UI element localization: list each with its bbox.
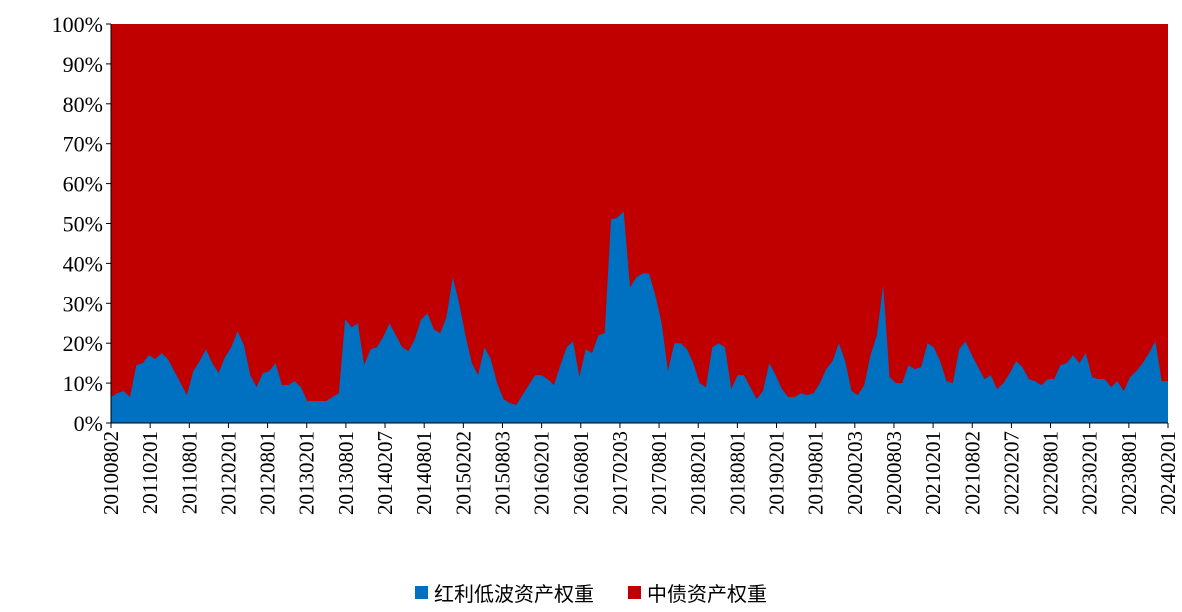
legend-label-dividend-lowvol: 红利低波资产权重: [434, 581, 594, 606]
y-tick-label: 100%: [52, 12, 103, 37]
x-tick-label: 20210201: [921, 431, 945, 515]
plot-area: [111, 24, 1168, 423]
y-tick-label: 80%: [63, 92, 103, 117]
x-tick-label: 20230801: [1117, 431, 1141, 515]
x-tick-label: 20150202: [451, 431, 475, 515]
x-tick-label: 20160201: [530, 431, 554, 515]
x-tick-label: 20170203: [608, 431, 632, 515]
legend-swatch-china-bond: [628, 585, 641, 599]
y-tick-label: 20%: [63, 331, 103, 356]
x-tick-label: 20200203: [843, 431, 867, 515]
x-tick-label: 20110801: [177, 431, 201, 514]
x-tick-label: 20170801: [647, 431, 671, 515]
x-axis: 20100802 20110201 20110801 20120201 20120801…: [99, 422, 1180, 515]
y-tick-label: 10%: [63, 371, 103, 396]
x-tick-label: 20230201: [1078, 431, 1102, 515]
x-tick-label: 20140801: [412, 431, 436, 515]
x-tick-label: 20220801: [1039, 431, 1063, 515]
x-tick-label: 20130201: [295, 431, 319, 515]
x-tick-label: 20190801: [804, 431, 828, 515]
x-tick-label: 20240201: [1156, 431, 1180, 515]
x-tick-label: 20100802: [99, 431, 123, 515]
legend-item-dividend-lowvol: 红利低波资产权重: [415, 578, 594, 607]
x-tick-label: 20140207: [373, 431, 397, 515]
x-tick-label: 20200803: [882, 431, 906, 515]
x-tick-label: 20190201: [765, 431, 789, 515]
legend-item-china-bond: 中债资产权重: [628, 578, 767, 607]
y-axis: 0% 10% 20% 30% 40% 50% 60% 70% 80% 90% 100%: [52, 12, 112, 436]
x-tick-label: 20110201: [138, 431, 162, 514]
y-tick-label: 90%: [63, 52, 103, 77]
y-tick-label: 30%: [63, 291, 103, 316]
x-tick-label: 20180201: [686, 431, 710, 515]
x-tick-label: 20120201: [216, 431, 240, 515]
x-tick-label: 20130801: [334, 431, 358, 515]
x-tick-label: 20220207: [999, 431, 1023, 515]
y-tick-label: 50%: [63, 212, 103, 237]
y-tick-label: 60%: [63, 172, 103, 197]
y-tick-label: 40%: [63, 251, 103, 276]
stacked-area-chart: 0% 10% 20% 30% 40% 50% 60% 70% 80% 90% 100% 201008…: [52, 12, 1180, 515]
area-dividend-lowvol: [111, 211, 1168, 423]
legend-swatch-dividend-lowvol: [415, 585, 428, 599]
x-tick-label: 20180801: [725, 431, 749, 515]
y-tick-label: 70%: [63, 132, 103, 157]
x-tick-label: 20120801: [256, 431, 280, 515]
legend: 红利低波资产权重 中债资产权重: [0, 575, 1182, 609]
x-tick-label: 20210802: [960, 431, 984, 515]
y-tick-label: 0%: [74, 411, 103, 436]
x-tick-label: 20160801: [569, 431, 593, 515]
legend-label-china-bond: 中债资产权重: [647, 581, 767, 606]
x-tick-label: 20150803: [490, 431, 514, 515]
